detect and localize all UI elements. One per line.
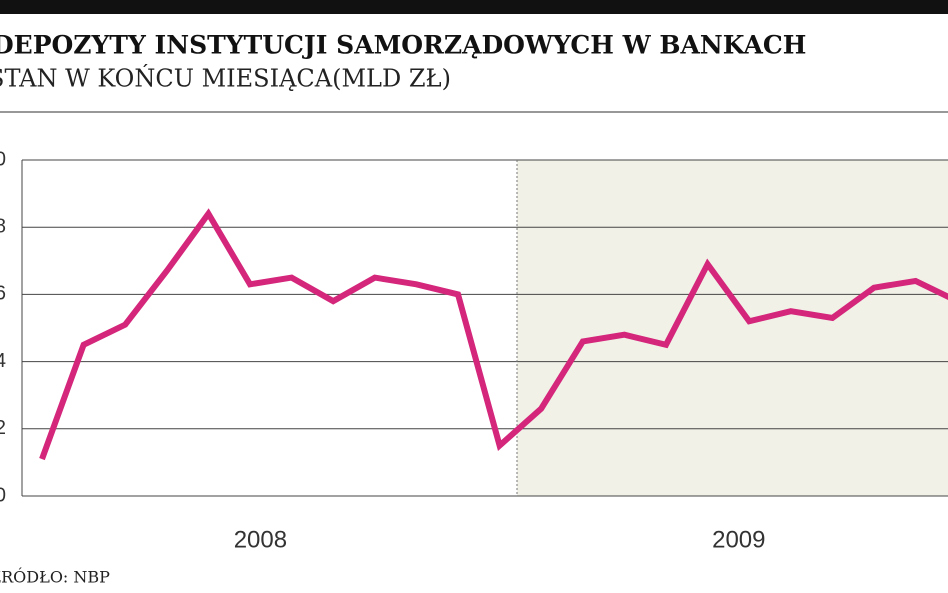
y-tick-label: 20 — [0, 148, 6, 170]
data-line — [39, 208, 948, 461]
y-tick-label: 10 — [0, 484, 6, 506]
chart-subtitle: STAN W KOŃCU MIESIĄCA(MLD ZŁ) — [0, 64, 451, 93]
y-tick-label: 14 — [0, 350, 6, 372]
y-tick-label: 12 — [0, 417, 6, 439]
shaded-region — [517, 160, 948, 496]
period-label: 2008 — [234, 526, 287, 553]
source: ŹRÓDŁO: NBP — [0, 567, 110, 587]
y-tick-label: 16 — [0, 283, 6, 305]
y-tick-label: 18 — [0, 215, 6, 237]
period-label: 2009 — [712, 526, 765, 553]
top-bar — [0, 0, 948, 14]
chart-title: DEPOZYTY INSTYTUCJI SAMORZĄDOWYCH W BANK… — [0, 31, 806, 60]
